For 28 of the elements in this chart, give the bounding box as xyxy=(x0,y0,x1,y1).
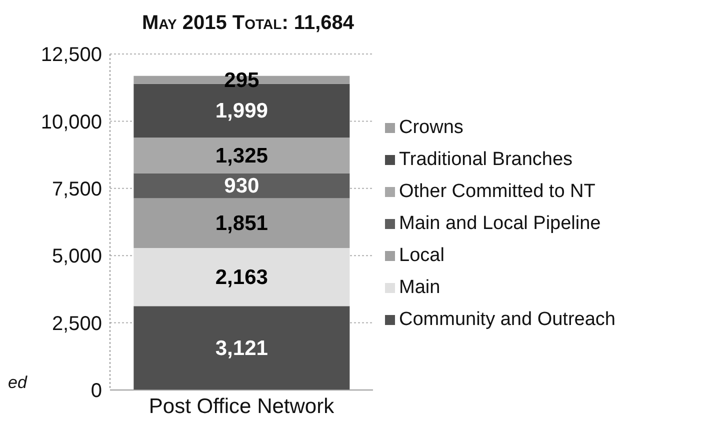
y-tick-label: 5,000 xyxy=(52,246,102,268)
bar xyxy=(134,173,350,198)
legend-label: Main xyxy=(399,277,440,299)
legend-label: Main and Local Pipeline xyxy=(399,213,601,235)
data-label: 930 xyxy=(224,174,260,198)
data-label: 3,121 xyxy=(215,337,268,360)
x-tick-label: Post Office Network xyxy=(148,394,335,418)
bar xyxy=(134,198,350,248)
data-label: 2,163 xyxy=(215,266,268,290)
legend-label: Traditional Branches xyxy=(399,149,573,171)
y-tick-label: 12,500 xyxy=(40,44,102,66)
y-tick-label: 0 xyxy=(90,380,102,402)
y-tick-label: 7,500 xyxy=(52,178,102,200)
chart-title: May 2015 Total: 11,684 xyxy=(142,12,354,34)
text: ed xyxy=(8,373,27,393)
legend-label: Crowns xyxy=(399,117,464,139)
legend-label: Local xyxy=(399,245,444,267)
data-label: 1,999 xyxy=(215,100,268,123)
bar xyxy=(134,248,350,306)
bar xyxy=(134,306,350,390)
legend-label: Community and Outreach xyxy=(399,309,616,331)
legend-label: Other Committed to NT xyxy=(399,181,596,203)
data-label: 1,325 xyxy=(215,144,268,168)
bar xyxy=(134,138,350,174)
data-label: 1,851 xyxy=(215,212,268,236)
y-tick-label: 2,500 xyxy=(52,312,102,335)
data-label: 295 xyxy=(224,68,260,92)
y-tick-label: 10,000 xyxy=(40,111,102,134)
